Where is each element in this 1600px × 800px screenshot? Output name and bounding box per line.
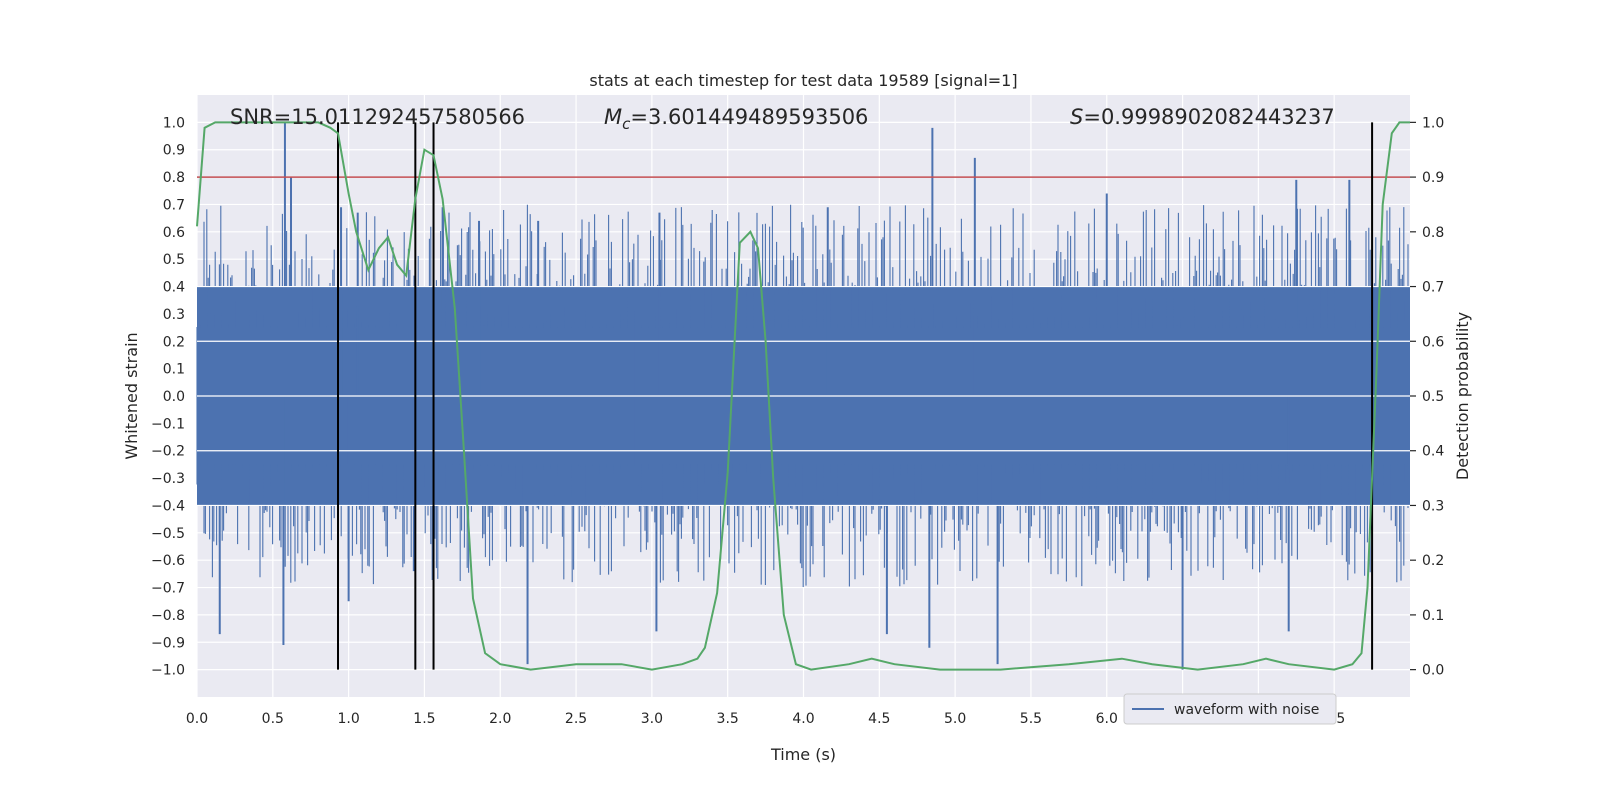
y-right-tick-label: 0.0 bbox=[1422, 663, 1444, 679]
mc-subscript: c bbox=[622, 115, 631, 133]
x-tick-label: 2.0 bbox=[489, 711, 511, 727]
event-lines bbox=[337, 122, 1374, 670]
tick-labels: 0.00.51.01.52.02.53.03.54.04.55.05.56.06… bbox=[151, 115, 1444, 727]
waveform-series bbox=[196, 122, 1410, 670]
probability-line bbox=[196, 121, 1410, 671]
x-axis-label: Time (s) bbox=[770, 745, 836, 764]
y-axis-label: Whitened strain bbox=[122, 332, 141, 459]
y-axis-right-label: Detection probability bbox=[1453, 312, 1472, 480]
y-right-tick-label: 0.5 bbox=[1422, 389, 1444, 405]
x-tick-label: 3.5 bbox=[717, 711, 739, 727]
y-tick-label: 0.7 bbox=[163, 197, 185, 213]
x-tick-label: 0.0 bbox=[186, 711, 208, 727]
y-tick-label: −0.8 bbox=[151, 608, 185, 624]
y-right-tick-label: 0.3 bbox=[1422, 498, 1444, 514]
y-right-tick-label: 0.2 bbox=[1422, 553, 1444, 569]
y-tick-label: −0.5 bbox=[151, 526, 185, 542]
mc-value: =3.601449489593506 bbox=[630, 105, 868, 129]
y-tick-label: 0.0 bbox=[163, 389, 185, 405]
y-tick-label: 0.6 bbox=[163, 225, 185, 241]
y-tick-label: 0.2 bbox=[163, 334, 185, 350]
y-tick-label: 0.4 bbox=[163, 280, 185, 296]
y-tick-label: 0.1 bbox=[163, 362, 185, 378]
mc-symbol: M bbox=[604, 105, 622, 129]
y-tick-label: 0.9 bbox=[163, 143, 185, 159]
y-right-tick-label: 0.8 bbox=[1422, 225, 1444, 241]
y-tick-label: −1.0 bbox=[151, 663, 185, 679]
y-tick-label: −0.7 bbox=[151, 581, 185, 597]
legend: waveform with noise bbox=[1123, 693, 1337, 725]
x-tick-label: 0.5 bbox=[262, 711, 284, 727]
y-tick-label: −0.4 bbox=[151, 498, 185, 514]
snr-annotation: SNR=15.011292457580566 bbox=[230, 105, 525, 129]
y-tick-label: −0.6 bbox=[151, 553, 185, 569]
legend-box bbox=[1123, 693, 1337, 725]
x-tick-label: 1.0 bbox=[337, 711, 359, 727]
x-tick-label: 3.0 bbox=[641, 711, 663, 727]
y-right-tick-label: 0.4 bbox=[1422, 444, 1444, 460]
x-tick-label: 4.5 bbox=[868, 711, 890, 727]
y-right-tick-label: 0.7 bbox=[1422, 280, 1444, 296]
y-right-tick-label: 0.9 bbox=[1422, 170, 1444, 186]
y-tick-label: 0.3 bbox=[163, 307, 185, 323]
legend-label: waveform with noise bbox=[1174, 702, 1319, 718]
y-tick-label: 1.0 bbox=[163, 115, 185, 131]
y-tick-label: 0.8 bbox=[163, 170, 185, 186]
s-symbol: S bbox=[1070, 105, 1083, 129]
y-tick-label: −0.9 bbox=[151, 635, 185, 651]
y-right-tick-label: 0.1 bbox=[1422, 608, 1444, 624]
score-annotation: S=0.9998902082443237 bbox=[1070, 105, 1335, 129]
y-tick-label: −0.1 bbox=[151, 416, 185, 432]
x-tick-label: 4.0 bbox=[792, 711, 814, 727]
x-tick-label: 5.5 bbox=[1020, 711, 1042, 727]
chart-title: stats at each timestep for test data 195… bbox=[589, 71, 1017, 90]
y-right-tick-label: 0.6 bbox=[1422, 334, 1444, 350]
x-tick-label: 5.0 bbox=[944, 711, 966, 727]
x-tick-label: 6.0 bbox=[1096, 711, 1118, 727]
x-tick-label: 1.5 bbox=[413, 711, 435, 727]
chirp-mass-annotation: Mc=3.601449489593506 bbox=[604, 105, 868, 133]
x-tick-label: 2.5 bbox=[565, 711, 587, 727]
s-value: =0.9998902082443237 bbox=[1083, 105, 1334, 129]
y-tick-label: −0.3 bbox=[151, 471, 185, 487]
y-tick-label: 0.5 bbox=[163, 252, 185, 268]
y-right-tick-label: 1.0 bbox=[1422, 115, 1444, 131]
probability-series bbox=[196, 121, 1410, 671]
y-tick-label: −0.2 bbox=[151, 444, 185, 460]
